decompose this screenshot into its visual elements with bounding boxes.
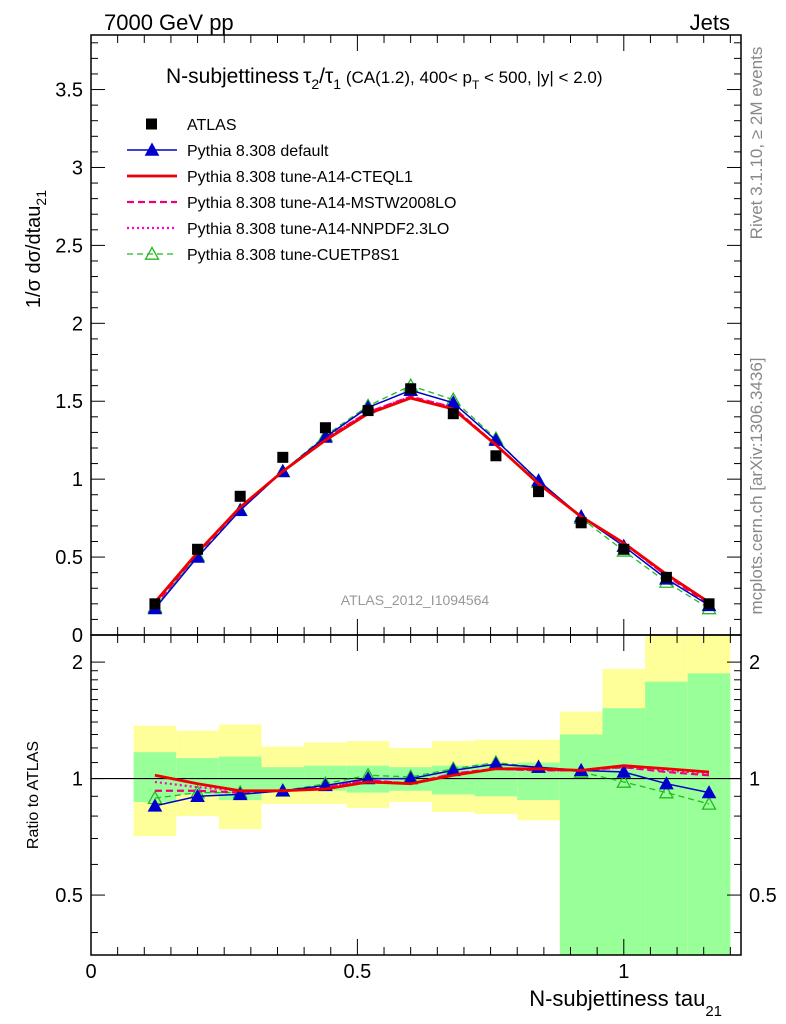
legend-marker-cuetp8s1 [144,246,160,260]
legend-label: Pythia 8.308 tune-CUETP8S1 [187,247,400,264]
data-point [703,598,715,610]
x-tick-label: 0 [85,961,96,983]
x-axis-label: N-subjettiness tau21 [529,986,722,1020]
series-line-nnpdf [154,395,710,605]
band-inner-bin [602,708,646,955]
data-point [234,490,246,502]
main-y-tick-label: 1 [72,469,83,491]
data-point [405,383,417,395]
ratio-y-tick-label: 1 [72,769,83,791]
ratio-series [147,754,717,812]
ratio-line-default [154,763,710,807]
legend-label: Pythia 8.308 default [187,143,329,160]
data-point [319,422,331,434]
data-point [618,543,630,555]
series-line-cuetp8s1 [154,384,710,610]
main-series [147,377,717,615]
data-point [277,451,289,463]
data-point [447,408,459,420]
data-point [362,405,374,417]
mcplots-label: mcplots.cern.ch [arXiv:1306.3436] [747,357,766,614]
ratio-point-default [659,776,674,790]
data-point [490,450,502,462]
ratio-frame [90,634,742,956]
ratio-point-default [232,786,248,801]
x-tick-label: 1 [618,961,629,983]
ratio-y-tick-label: 0.5 [55,885,83,907]
legend-label: Pythia 8.308 tune-A14-MSTW2008LO [187,195,456,212]
data-point [192,543,204,555]
ratio-point-cuetp8s1 [701,796,717,810]
tick-labels: 0 0.5 1 1.5 2 2.5 3 3.5 0.5 0.5 1 1 2 2 0 0.5 1 [55,80,777,983]
ratio-y-tick-label-right: 1 [749,769,760,791]
series-line-default [154,389,710,609]
series-line-cteql1 [153,396,710,604]
legend-label: Pythia 8.308 tune-A14-CTEQL1 [187,169,413,186]
ratio-y-tick-label: 2 [72,652,83,674]
ratio-point-cuetp8s1 [616,774,632,788]
plot-title: N-subjettiness τ2/τ1 (CA(1.2), 400< pT < … [166,65,603,92]
ratio-y-tick-label-right: 0.5 [749,885,777,907]
main-y-tick-label: 1.5 [55,391,83,413]
band-inner-bin [176,758,219,795]
legend-label: Pythia 8.308 tune-A14-NNPDF2.3LO [187,221,449,238]
header-left: 7000 GeV pp [104,10,234,35]
rivet-label: Rivet 3.1.10, ≥ 2M events [747,47,766,240]
main-y-tick-label: 2 [72,313,83,335]
legend-marker-default [144,142,160,156]
ratio-point-default [147,798,163,812]
main-y-tick-label: 0 [72,625,83,647]
band-inner-bin [687,673,731,955]
x-tick-label: 0.5 [343,961,371,983]
uncertainty-bands [91,635,741,955]
ratio-point-default [190,788,205,802]
main-y-tick-label: 3 [72,157,83,179]
analysis-watermark: ATLAS_2012_I1094564 [341,592,490,608]
main-y-tick-label: 0.5 [55,547,83,569]
main-y-axis-label: 1/σ dσ/dtau21 [23,190,49,308]
header-right: Jets [690,10,730,35]
ratio-line-cteql1 [154,764,710,793]
legend: ATLAS Pythia 8.308 default Pythia 8.308 tu… [127,117,456,264]
data-point [149,598,161,610]
main-y-tick-label: 2.5 [55,235,83,257]
legend-swatch-data [146,118,157,130]
ratio-y-axis-label: Ratio to ATLAS [25,741,42,849]
data-point [575,517,587,529]
band-inner-bin [645,681,688,955]
ratio-point-default [701,785,717,799]
ratio-point-default [616,764,632,778]
main-y-tick-label: 3.5 [55,80,83,102]
ratio-point-cuetp8s1 [658,784,675,799]
data-point [660,571,672,583]
ratio-y-tick-label-right: 2 [749,652,760,674]
data-point [533,486,545,498]
legend-label: ATLAS [187,117,237,134]
